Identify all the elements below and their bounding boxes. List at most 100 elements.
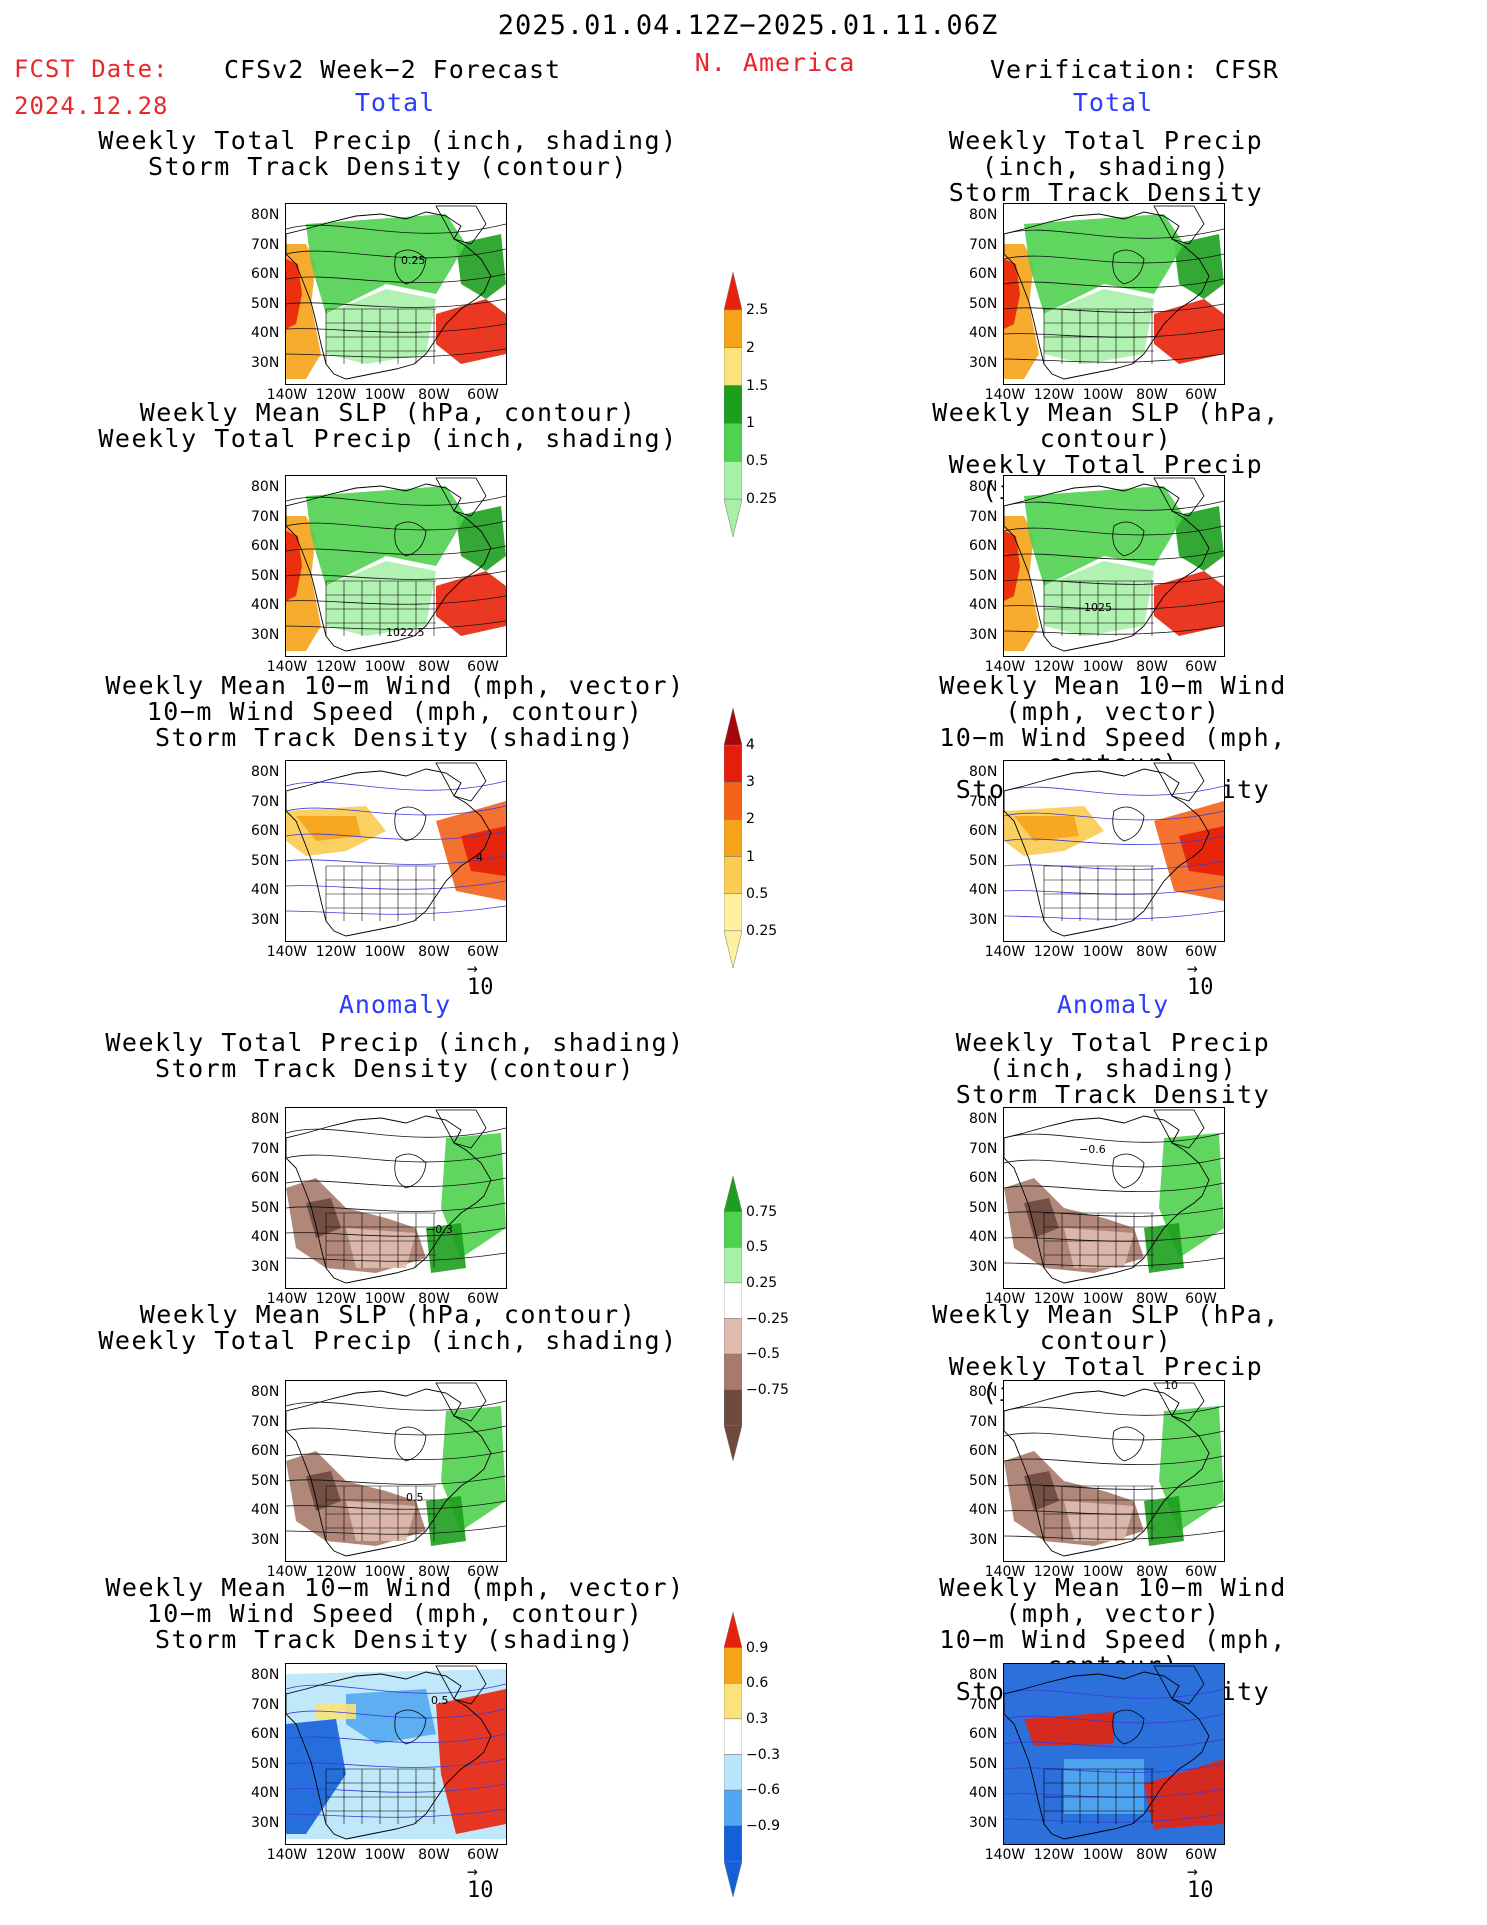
- shading-region: [1024, 1471, 1059, 1511]
- coastline: [286, 483, 492, 652]
- lat-tick-label: 50N: [251, 852, 280, 869]
- colorbar-swatch: [723, 893, 743, 932]
- lat-tick-label: 70N: [251, 236, 280, 253]
- title-line: Storm Track Density (shading): [154, 1625, 635, 1654]
- contour-line: [1004, 575, 1224, 585]
- map-svg: 0.25: [286, 205, 506, 380]
- contour-line: [286, 1202, 506, 1212]
- hudson-bay-outline: [1112, 521, 1145, 557]
- lon-tick-label: 140W: [984, 1564, 1026, 1580]
- title-line: Weekly Total Precip (inch, shading): [105, 1028, 685, 1057]
- greenland-outline: [1153, 762, 1205, 802]
- map-svg: −0.6: [1004, 1109, 1224, 1284]
- colorbar-swatch: [723, 1647, 743, 1684]
- map-svg: 1025: [1004, 477, 1224, 652]
- shading-region: [436, 299, 506, 364]
- lat-tick-label: 40N: [969, 1229, 998, 1245]
- contour-line: [1004, 810, 1224, 821]
- lon-tick-label: 140W: [984, 1847, 1026, 1863]
- greenland-outline: [1153, 1109, 1205, 1149]
- lat-tick-label: 60N: [969, 266, 998, 282]
- map-svg: 4: [286, 762, 506, 937]
- section-total-left: Total: [354, 88, 436, 117]
- shading-region: [1004, 259, 1020, 329]
- lat-tick-label: 30N: [969, 1258, 998, 1275]
- shading-region: [1154, 299, 1224, 364]
- contour-line: [286, 1177, 506, 1188]
- lat-tick-label: 70N: [251, 508, 280, 525]
- map-svg: −0.3: [286, 1109, 506, 1284]
- colorbar-tick-label: 1.5: [746, 377, 769, 394]
- contour-line: [1004, 353, 1224, 363]
- shading-region: [1024, 1198, 1059, 1238]
- colorbar-tick-label: 3: [746, 774, 755, 791]
- colorbar-cap: [723, 707, 743, 746]
- coastline: [286, 1388, 492, 1557]
- lon-tick-label: 140W: [984, 659, 1026, 675]
- lat-tick-label: 80N: [969, 479, 998, 495]
- colorbar-cap: [723, 1861, 743, 1898]
- lon-tick-label: 120W: [1033, 1847, 1075, 1863]
- colorbar-tick-label: −0.75: [746, 1381, 789, 1398]
- lon-tick-label: 100W: [1082, 944, 1124, 960]
- contour-line: [1004, 625, 1224, 635]
- lat-tick-label: 40N: [251, 1785, 280, 1801]
- lat-tick-label: 80N: [969, 207, 998, 223]
- colorbar-tick-label: 1: [746, 415, 755, 432]
- contour-line: [286, 248, 506, 259]
- colorbar-tick-label: −0.3: [746, 1746, 780, 1763]
- hudson-bay-outline: [1112, 1426, 1145, 1462]
- colorbar-swatch: [723, 782, 743, 820]
- contour-line: [286, 880, 506, 890]
- hudson-bay-outline: [394, 806, 427, 842]
- lon-tick-label: 140W: [984, 1291, 1026, 1307]
- contour-line: [286, 1227, 506, 1237]
- contour-label: 1025: [1084, 601, 1112, 614]
- title-line: Weekly Mean SLP (hPa, contour): [932, 398, 1280, 453]
- vector-ref-p3-right: → 10: [1187, 958, 1214, 1001]
- shading-region: [306, 214, 466, 314]
- colorbar-swatch: [723, 1353, 743, 1390]
- shading-region: [1024, 214, 1184, 314]
- title-p2-left: Weekly Mean SLP (hPa, contour) Weekly To…: [98, 400, 677, 452]
- lat-tick-label: 40N: [969, 597, 998, 613]
- lat-tick-label: 70N: [251, 793, 280, 810]
- greenland-outline: [435, 1109, 487, 1149]
- colorbar-swatch: [723, 1247, 743, 1284]
- colorbar-tick-label: −0.9: [746, 1817, 780, 1834]
- lat-tick-label: 80N: [969, 764, 998, 780]
- contour-line: [1004, 500, 1224, 511]
- greenland-outline: [1153, 477, 1205, 517]
- contour-line: [1004, 303, 1224, 313]
- lat-tick-label: 80N: [251, 1667, 280, 1683]
- section-anomaly-left: Anomaly: [338, 990, 452, 1019]
- colorbar-swatch: [723, 1211, 743, 1248]
- lon-tick-label: 120W: [1033, 944, 1075, 960]
- lon-tick-label: 80W: [1136, 659, 1168, 675]
- contour-line: [286, 905, 506, 915]
- colorbar-swatch: [723, 819, 743, 857]
- contour-line: [286, 595, 506, 605]
- shading-region: [1044, 561, 1154, 636]
- map-panel-verification-3: [1003, 760, 1225, 942]
- contour-label: 1022.5: [386, 626, 425, 639]
- contour-line: [286, 1683, 506, 1694]
- shading-region: [1174, 506, 1224, 571]
- lat-tick-label: 70N: [969, 1140, 998, 1157]
- lat-tick-label: 70N: [969, 508, 998, 525]
- vector-ref-p6-right: → 10: [1187, 1861, 1214, 1904]
- contour-line: [286, 298, 506, 308]
- lat-tick-label: 70N: [969, 1696, 998, 1713]
- title-line: Weekly Total Precip (inch, shading): [98, 126, 678, 155]
- title-p5-left: Weekly Mean SLP (hPa, contour) Weekly To…: [98, 1302, 677, 1354]
- lon-tick-label: 60W: [467, 1564, 499, 1580]
- lon-tick-label: 60W: [1185, 387, 1217, 403]
- contour-line: [286, 855, 506, 865]
- lon-tick-label: 120W: [315, 1291, 357, 1307]
- title-line: Storm Track Density (shading): [154, 723, 635, 752]
- lat-tick-label: 50N: [969, 295, 998, 312]
- contour-line: [286, 570, 506, 580]
- lon-tick-label: 100W: [364, 1291, 406, 1307]
- contour-line: [1004, 525, 1224, 536]
- section-anomaly-right: Anomaly: [1056, 990, 1170, 1019]
